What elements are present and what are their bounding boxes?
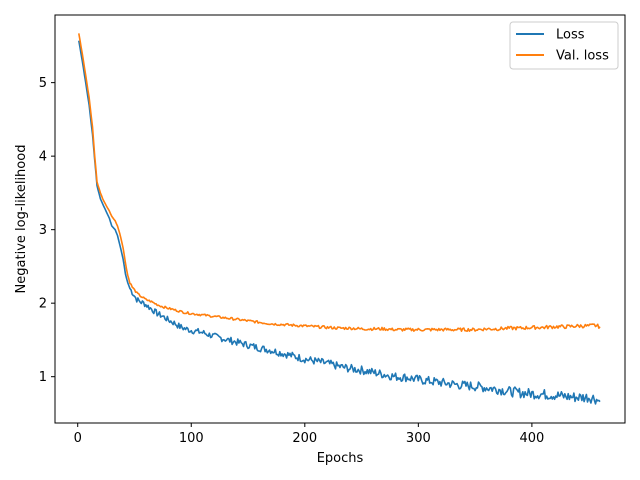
x-tick-label: 300 xyxy=(406,431,431,446)
y-tick-label: 3 xyxy=(39,223,47,238)
x-tick-label: 0 xyxy=(74,431,82,446)
series-layer xyxy=(78,33,601,405)
legend-label-val-loss: Val. loss xyxy=(556,49,609,64)
y-axis-label: Negative log-likelihood xyxy=(14,145,29,294)
series-line-loss xyxy=(78,40,601,405)
y-tick-label: 1 xyxy=(39,370,47,385)
x-axis: 0 100 200 300 400 xyxy=(74,423,544,446)
plot-frame xyxy=(54,14,626,424)
x-tick-label: 400 xyxy=(519,431,544,446)
y-axis: 1 2 3 4 5 xyxy=(39,76,55,385)
series-line-val-loss xyxy=(78,33,601,333)
x-tick-label: 200 xyxy=(292,431,317,446)
legend-label-loss: Loss xyxy=(556,28,585,43)
x-tick-label: 100 xyxy=(179,431,204,446)
y-tick-label: 4 xyxy=(39,150,47,165)
legend: Loss Val. loss xyxy=(509,21,619,70)
x-axis-label: Epochs xyxy=(317,451,364,466)
y-tick-label: 5 xyxy=(39,76,47,91)
y-tick-label: 2 xyxy=(39,297,47,312)
